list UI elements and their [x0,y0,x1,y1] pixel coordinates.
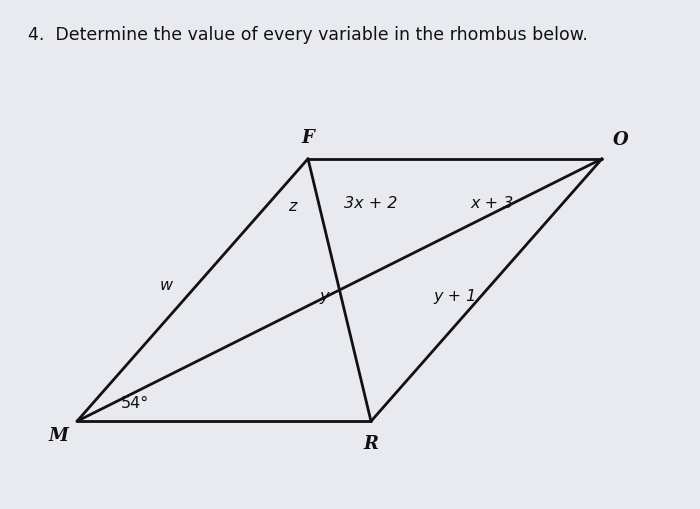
Text: O: O [612,131,628,149]
Text: 3x + 2: 3x + 2 [344,196,398,211]
Text: 54°: 54° [120,395,149,410]
Text: 4.  Determine the value of every variable in the rhombus below.: 4. Determine the value of every variable… [28,25,588,43]
Text: R: R [363,434,379,452]
Text: M: M [49,427,69,445]
Text: z: z [288,199,296,214]
Text: y: y [319,288,328,303]
Text: F: F [302,129,314,147]
Text: y + 1: y + 1 [433,288,477,303]
Text: w: w [160,278,173,293]
Text: x + 3: x + 3 [470,196,513,211]
